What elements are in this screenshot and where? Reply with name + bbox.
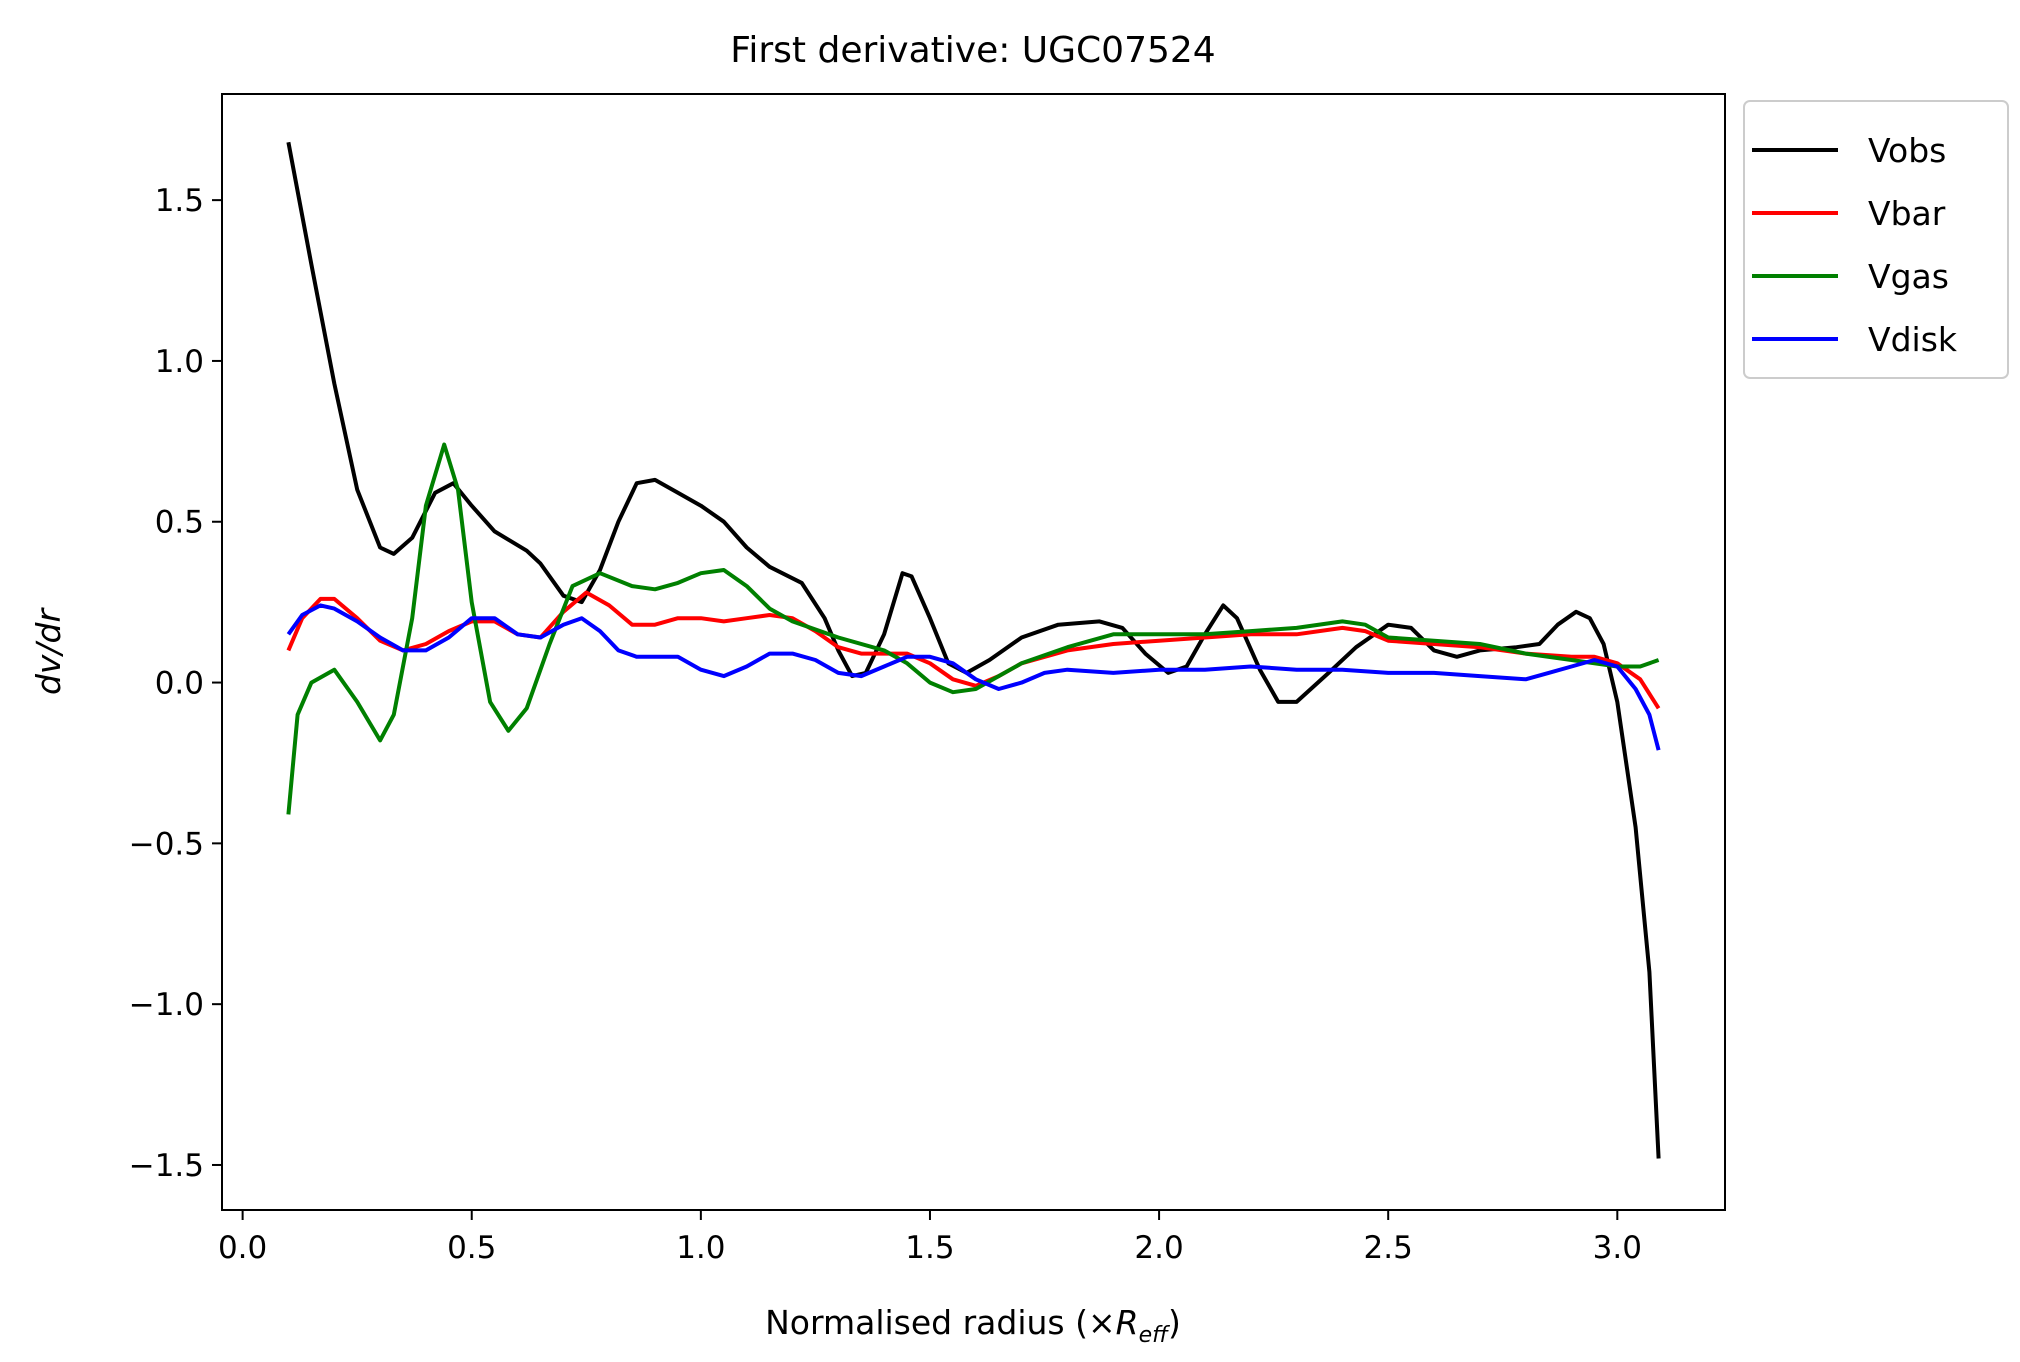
y-tick-label: 1.0 [155,344,204,380]
x-tick-label: 2.5 [1364,1230,1413,1266]
x-axis-label-math: R [1116,1303,1139,1342]
y-tick-label: 0.5 [155,505,204,541]
series-line-vgas [286,442,1660,815]
y-tick-label: −0.5 [129,826,204,862]
y-tick-label: 0.0 [155,666,204,702]
x-tick-label: 2.0 [1134,1230,1183,1266]
x-tick-label: 1.5 [905,1230,954,1266]
series-group [286,141,1661,1159]
series-line-vdisk [286,603,1661,751]
legend-frame [1743,100,2009,379]
x-axis: 0.0 0.5 1.0 1.5 2.0 2.5 3.0 [218,1210,1642,1266]
x-tick-label: 3.0 [1593,1230,1642,1266]
y-axis: −1.5 −1.0 −0.5 0.0 0.5 1.0 1.5 [129,183,222,1184]
x-axis-label-close: ) [1168,1303,1181,1342]
y-tick-label: −1.5 [129,1148,204,1184]
x-tick-label: 0.0 [218,1230,267,1266]
legend-label-vdisk: Vdisk [1868,320,1958,359]
y-tick-label: −1.0 [129,987,204,1023]
legend-label-vobs: Vobs [1868,131,1946,170]
plot-frame [221,93,1726,1211]
y-tick-label: 1.5 [155,183,204,219]
y-axis-label: dv/dr [29,607,68,696]
legend-label-vbar: Vbar [1868,194,1946,233]
x-axis-label-sub: eff [1139,1323,1171,1348]
plot-area [221,93,1726,1211]
legend: Vobs Vbar Vgas Vdisk [1743,100,2009,379]
series-line-vbar [286,590,1661,710]
legend-label-vgas: Vgas [1868,257,1949,296]
x-tick-label: 1.0 [676,1230,725,1266]
x-axis-label-text: Normalised radius (× [765,1303,1116,1342]
chart-title: First derivative: UGC07524 [730,30,1215,71]
series-line-vobs [286,141,1661,1159]
x-axis-label: Normalised radius (×Reff) [765,1303,1181,1348]
x-tick-label: 0.5 [447,1230,496,1266]
